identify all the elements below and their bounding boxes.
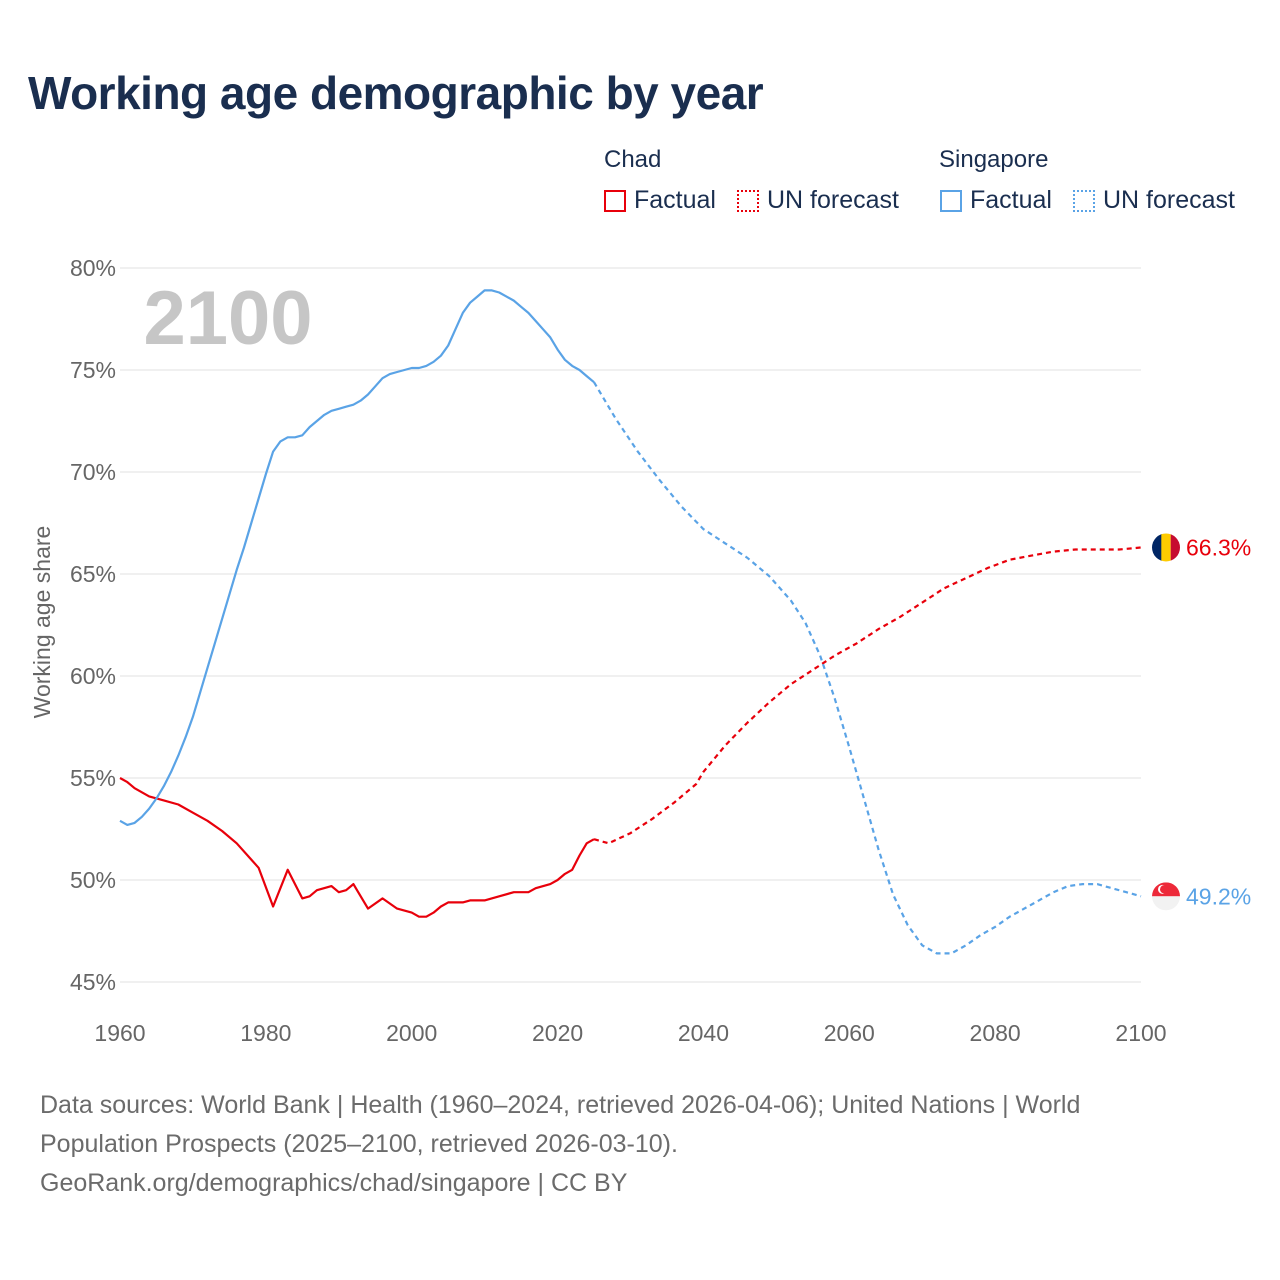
y-tick-label: 65% [70, 561, 116, 587]
legend-swatch-singapore-factual [940, 189, 962, 212]
legend-swatch-chad-forecast [737, 189, 759, 212]
legend-item-chad-factual[interactable]: Factual [604, 186, 716, 215]
x-tick-label: 2080 [970, 1020, 1021, 1046]
line-chart: 45% 50% 55% 60% 65% 70% 75% 80% 1960 1980 2000 2020… [29, 255, 1251, 1046]
end-markers: 66.3% 49.2% [1152, 533, 1251, 911]
legend-label: UN forecast [767, 186, 899, 214]
series-singapore-factual-line[interactable] [119, 289, 595, 826]
chad-flag-icon [1152, 533, 1180, 562]
legend-label: Factual [970, 186, 1052, 214]
y-tick-label: 50% [70, 867, 116, 893]
legend-swatch-chad-factual [604, 189, 626, 212]
legend-label: Factual [634, 186, 716, 214]
x-tick-label: 2060 [824, 1020, 875, 1046]
y-tick-label: 80% [70, 255, 116, 281]
footer-source-line-2: Population Prospects (2025–2100, retriev… [40, 1130, 678, 1158]
gridlines [120, 267, 1141, 983]
y-tick-label: 55% [70, 765, 116, 791]
footer: Data sources: World Bank | Health (1960–… [40, 1086, 1180, 1203]
end-value-label-chad: 66.3% [1186, 534, 1251, 560]
y-tick-label: 45% [70, 969, 116, 995]
y-tick-label: 60% [70, 663, 116, 689]
x-tick-label: 2100 [1115, 1020, 1166, 1046]
series-singapore-forecast-line[interactable] [593, 381, 1142, 955]
y-tick-label: 70% [70, 459, 116, 485]
axes: 45% 50% 55% 60% 65% 70% 75% 80% 1960 1980 2000 2020… [70, 255, 1167, 1046]
year-label: 2100 [143, 276, 312, 361]
legend-group-singapore: Singapore [939, 146, 1049, 173]
chart-title: Working age demographic by year [28, 67, 764, 119]
footer-attribution[interactable]: GeoRank.org/demographics/chad/singapore … [40, 1169, 628, 1197]
series-chad-forecast-line[interactable] [593, 546, 1142, 845]
x-tick-label: 2000 [386, 1020, 437, 1046]
legend-item-singapore-factual[interactable]: Factual [940, 186, 1052, 215]
singapore-flag-icon [1152, 882, 1180, 911]
legend-item-chad-forecast[interactable]: UN forecast [737, 186, 899, 215]
legend-group-chad: Chad [604, 146, 662, 173]
x-tick-label: 2040 [678, 1020, 729, 1046]
footer-source-line-1: Data sources: World Bank | Health (1960–… [40, 1091, 1081, 1119]
x-tick-label: 1960 [94, 1020, 145, 1046]
x-tick-label: 2020 [532, 1020, 583, 1046]
series-chad-factual-line[interactable] [119, 777, 595, 918]
end-value-label-singapore: 49.2% [1186, 883, 1251, 909]
series-lines [119, 289, 1142, 955]
x-tick-label: 1980 [240, 1020, 291, 1046]
legend-item-singapore-forecast[interactable]: UN forecast [1073, 186, 1235, 215]
legend-label: UN forecast [1103, 186, 1235, 214]
legend-swatch-singapore-forecast [1073, 189, 1095, 212]
y-axis-title: Working age share [29, 526, 55, 719]
y-tick-label: 75% [70, 357, 116, 383]
